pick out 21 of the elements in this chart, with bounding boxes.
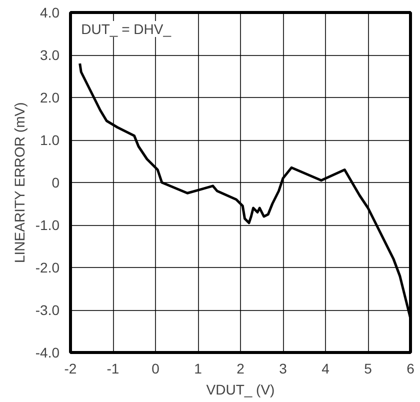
y-tick-label: 3.0 [40, 47, 60, 63]
x-tick-label: -1 [106, 360, 120, 376]
y-tick-label: -2.0 [35, 260, 60, 276]
y-tick-label: -1.0 [35, 217, 60, 233]
x-tick-label: 1 [194, 360, 202, 376]
y-axis-title: LINEARITY ERROR (mV) [11, 102, 28, 264]
y-tick-label: 4.0 [40, 4, 60, 20]
y-tick-label: -4.0 [35, 344, 60, 360]
x-tick-label: 0 [152, 360, 160, 376]
x-tick-label: 4 [322, 360, 330, 376]
y-tick-label: -3.0 [35, 302, 60, 318]
x-axis-title: VDUT_ (V) [206, 382, 275, 398]
y-tick-label: 1.0 [40, 132, 60, 148]
x-tick-label: 5 [364, 360, 372, 376]
x-tick-label: 3 [279, 360, 288, 376]
y-tick-label: 0 [52, 174, 60, 190]
y-tick-label: 2.0 [40, 90, 60, 106]
x-tick-label: 6 [406, 360, 415, 376]
annotation: DUT_ = DHV_ [81, 21, 172, 37]
x-tick-label: -2 [64, 360, 77, 376]
x-tick-label: 2 [236, 360, 245, 376]
